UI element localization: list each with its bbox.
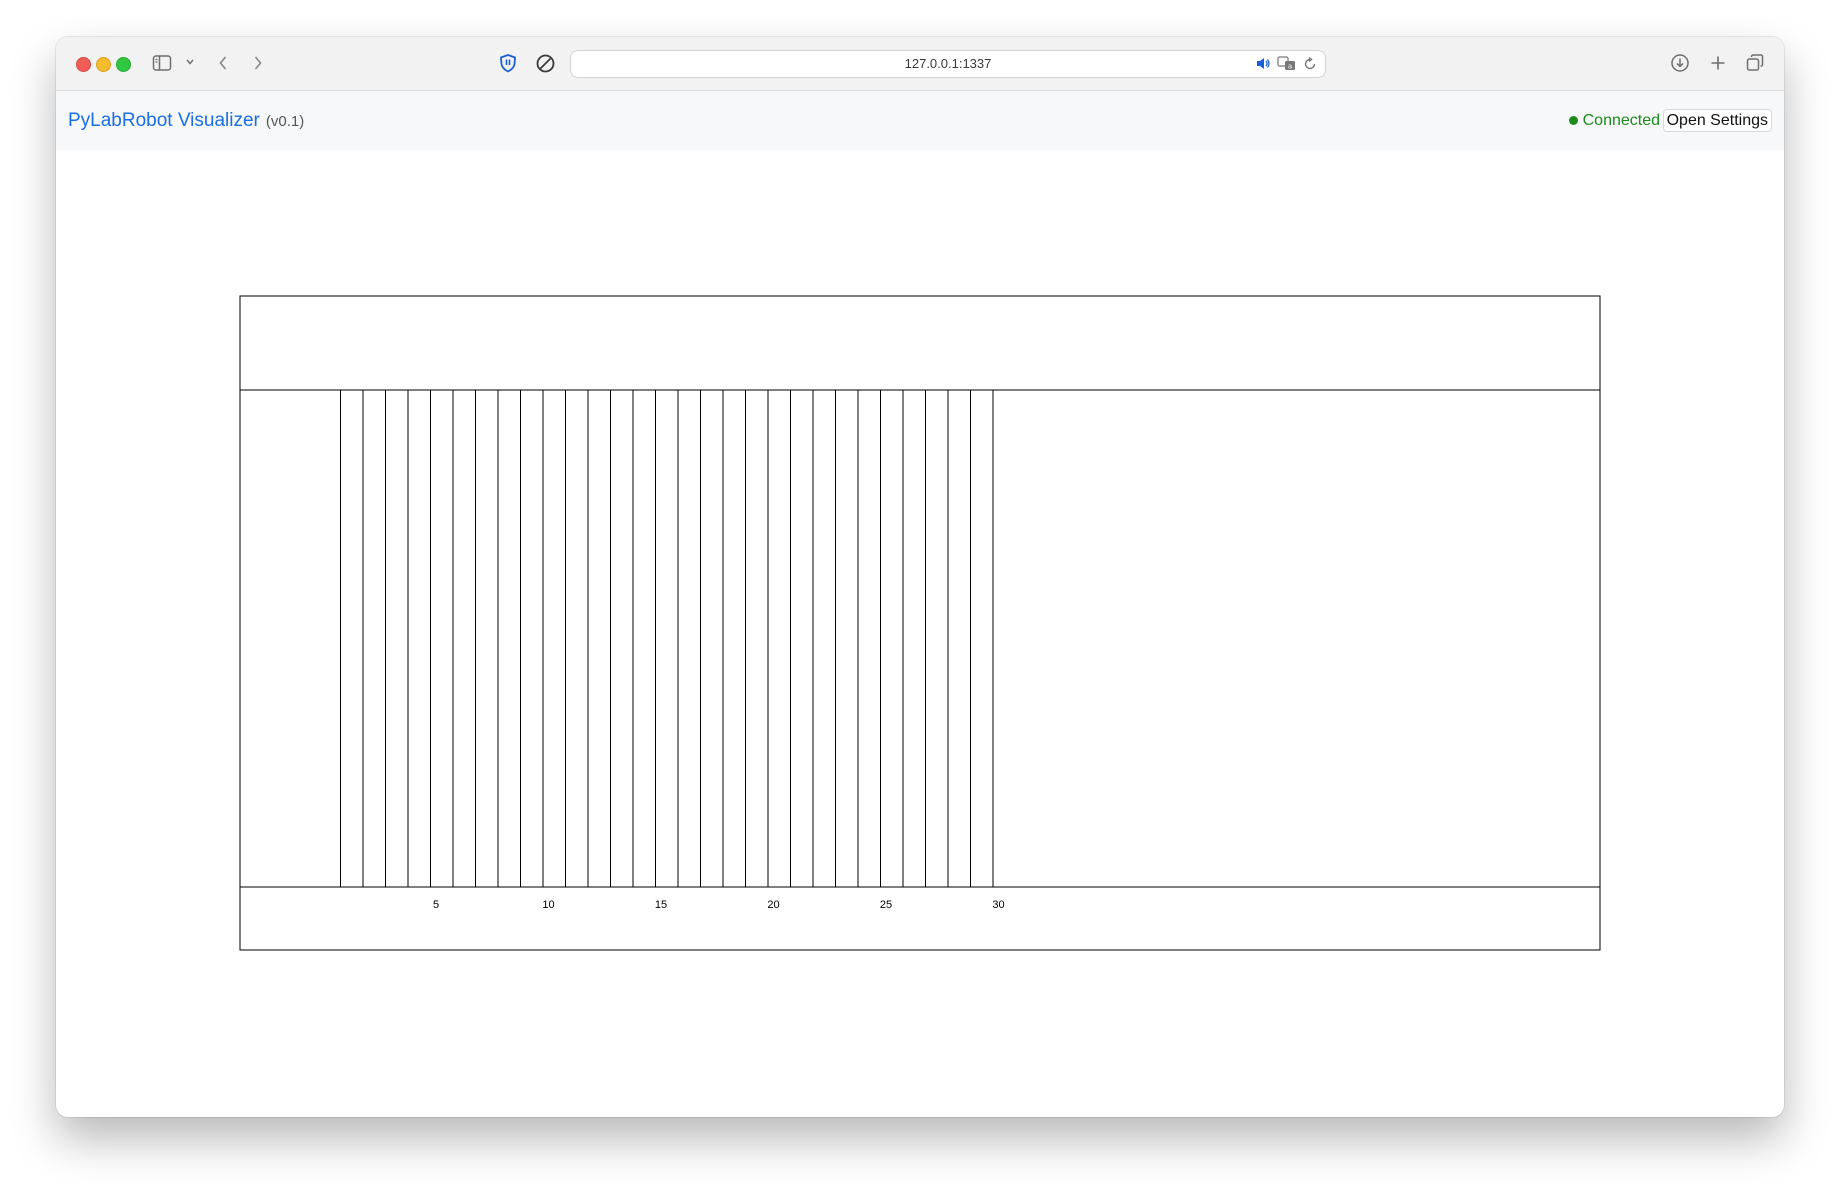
rail-label-20: 20 xyxy=(767,899,779,911)
deck-canvas: 5 10 15 20 25 30 xyxy=(56,150,1784,1117)
svg-text:a: a xyxy=(1288,63,1292,71)
close-window-button[interactable] xyxy=(76,57,91,72)
app-version: (v0.1) xyxy=(265,113,305,130)
address-bar[interactable]: 127.0.0.1:1337 a xyxy=(570,50,1326,78)
connection-status-text: Connected xyxy=(1582,112,1660,129)
reload-icon[interactable] xyxy=(1303,56,1317,76)
zoom-window-button[interactable] xyxy=(116,57,131,72)
open-settings-button[interactable]: Open Settings xyxy=(1662,109,1772,132)
status-dot-icon xyxy=(1568,116,1578,125)
app-title: PyLabRobot Visualizer xyxy=(68,110,260,131)
back-icon[interactable] xyxy=(217,54,229,72)
forward-icon[interactable] xyxy=(252,54,264,72)
rail-label-5: 5 xyxy=(433,899,439,911)
speaker-icon[interactable] xyxy=(1255,56,1271,76)
download-icon[interactable] xyxy=(1670,53,1690,73)
tabs-icon[interactable] xyxy=(1745,53,1765,73)
plus-icon[interactable] xyxy=(1708,53,1728,73)
connection-status: Connected xyxy=(1568,91,1660,150)
sidebar-icon[interactable] xyxy=(152,54,172,72)
browser-window: 127.0.0.1:1337 a PyLabRob xyxy=(56,37,1784,1117)
app-brand[interactable]: PyLabRobot Visualizer (v0.1) xyxy=(68,91,304,151)
rail-label-15: 15 xyxy=(655,899,667,911)
translate-icon[interactable]: a xyxy=(1277,56,1297,76)
deck-rail-labels: 5 10 15 20 25 30 xyxy=(433,899,1005,911)
rail-label-10: 10 xyxy=(542,899,554,911)
deck-outline xyxy=(239,295,1601,951)
app-navbar: PyLabRobot Visualizer (v0.1) Connected Op… xyxy=(56,91,1784,150)
url-text: 127.0.0.1:1337 xyxy=(904,56,992,71)
block-icon[interactable] xyxy=(535,53,556,74)
rail-label-30: 30 xyxy=(992,899,1004,911)
rail-label-25: 25 xyxy=(880,899,892,911)
deck-visualization: 5 10 15 20 25 30 xyxy=(239,295,1601,951)
deck-rails xyxy=(340,390,994,887)
browser-toolbar: 127.0.0.1:1337 a xyxy=(56,37,1784,91)
chevron-down-icon[interactable] xyxy=(185,58,195,66)
minimize-window-button[interactable] xyxy=(96,57,111,72)
shield-icon[interactable] xyxy=(498,53,518,73)
